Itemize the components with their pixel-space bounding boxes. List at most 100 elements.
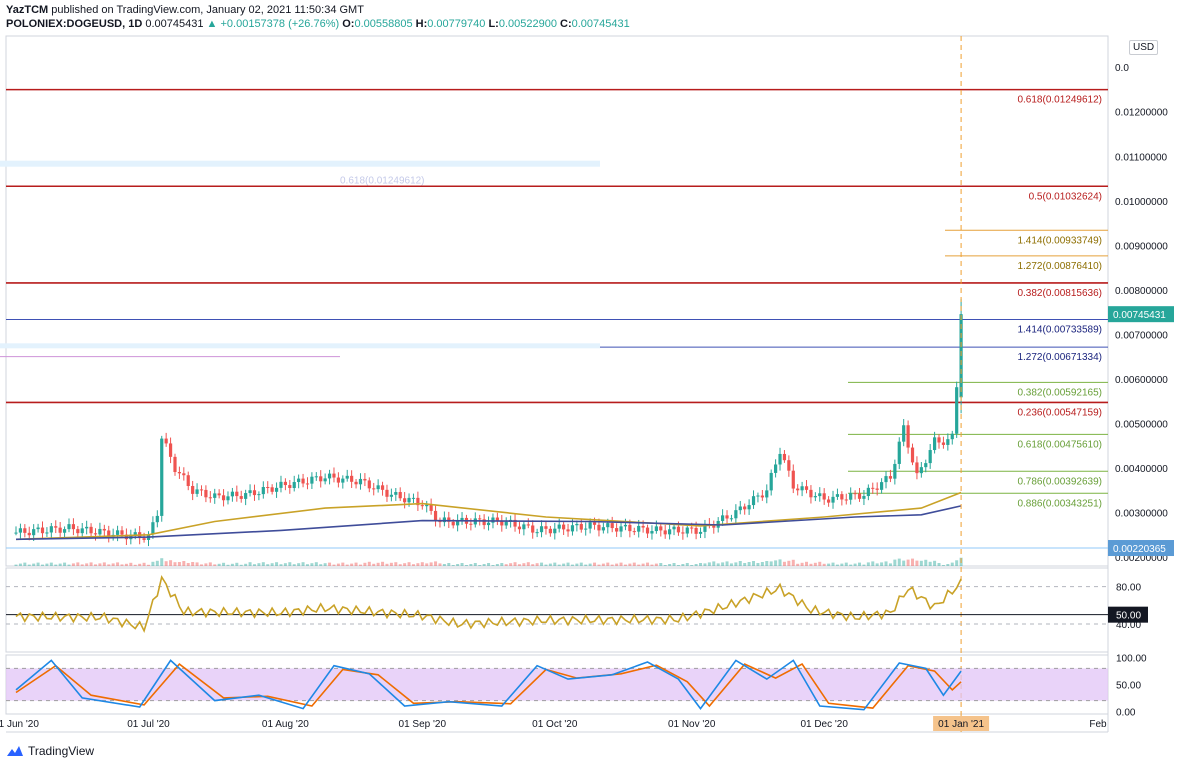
candle-body <box>221 495 226 501</box>
volume-bar <box>760 562 764 566</box>
moving-average-gold <box>15 491 962 541</box>
volume-bar <box>191 562 195 566</box>
candle-body <box>345 475 349 479</box>
brand-text: TradingView <box>28 744 95 758</box>
volume-bar <box>155 560 159 566</box>
candle-body <box>570 525 575 532</box>
candle-body <box>637 525 641 532</box>
y-tick-label: 0.00200000 <box>1115 553 1168 564</box>
x-tick-label: 01 Oct '20 <box>532 719 578 730</box>
volume-bar <box>182 561 186 566</box>
volume-bar <box>381 561 385 566</box>
volume-bar <box>124 563 128 566</box>
volume-bar <box>716 563 720 566</box>
volume-bar <box>394 562 398 566</box>
volume-bar <box>58 563 62 566</box>
x-tick-label: 01 Jul '20 <box>127 719 170 730</box>
candle-body <box>623 524 628 527</box>
volume-bar <box>133 564 137 566</box>
candle-body <box>376 485 380 490</box>
candle-body <box>398 492 402 499</box>
x-tick-label: 01 Dec '20 <box>800 719 848 730</box>
x-tick-label: 01 Aug '20 <box>262 719 309 730</box>
volume-bar <box>880 562 884 566</box>
candle-body <box>663 530 667 535</box>
volume-bar <box>725 561 729 566</box>
candle-body <box>385 489 389 497</box>
volume-bar <box>513 562 517 566</box>
volume-bar <box>875 563 879 566</box>
volume-bar <box>610 564 614 566</box>
volume-bar <box>844 562 848 566</box>
candle-body <box>283 481 287 486</box>
candle-body <box>875 488 879 490</box>
candle-body <box>23 528 27 533</box>
volume-bar <box>341 562 345 566</box>
volume-bar <box>721 562 725 566</box>
volume-bar <box>557 564 561 566</box>
volume-bar <box>297 563 301 566</box>
candle-body <box>142 538 146 540</box>
candle-body <box>305 483 310 485</box>
volume-bar <box>54 564 58 566</box>
candle-body <box>588 522 592 529</box>
candle-body <box>765 490 769 498</box>
candle-body <box>252 490 257 496</box>
volume-bar <box>275 562 279 566</box>
high-key: H: <box>415 18 428 30</box>
y-tick-label: 0.01200000 <box>1115 108 1168 119</box>
volume-bar <box>456 564 460 566</box>
candle-body <box>93 533 98 535</box>
candle-body <box>685 527 689 534</box>
volume-bar <box>637 564 641 566</box>
volume-bar <box>442 564 446 566</box>
volume-bar <box>893 559 897 566</box>
currency-badge[interactable]: USD <box>1129 40 1159 55</box>
candle-body <box>248 490 252 494</box>
volume-bar <box>425 563 429 566</box>
volume-bar <box>279 564 283 566</box>
candle-body <box>791 470 795 489</box>
candle-body <box>323 478 327 482</box>
candle-body <box>818 493 822 497</box>
volume-bar <box>40 564 44 566</box>
volume-bar <box>389 562 393 566</box>
candle-body <box>54 526 58 528</box>
candle-body <box>526 524 530 526</box>
candle-body <box>734 510 738 519</box>
y-tick-label: 0.00300000 <box>1115 509 1168 520</box>
candle-body <box>301 478 305 484</box>
volume-bar <box>566 562 570 566</box>
candle-body <box>531 525 535 533</box>
volume-bar <box>800 562 804 566</box>
volume-bar <box>778 559 782 566</box>
volume-bar <box>102 562 106 566</box>
volume-bar <box>14 564 18 566</box>
volume-bar <box>239 564 243 566</box>
volume-bar <box>328 562 332 566</box>
volume-bar <box>835 564 839 566</box>
volume-bar <box>416 563 420 566</box>
volume-bar <box>902 560 906 566</box>
volume-bar <box>937 563 941 566</box>
candle-body <box>40 527 45 534</box>
volume-bar <box>482 564 486 566</box>
volume-bar <box>676 565 680 566</box>
rsi-line <box>15 574 962 633</box>
volume-bar <box>787 560 791 566</box>
candle-body <box>743 506 747 510</box>
volume-bar <box>23 562 27 566</box>
volume-bar <box>403 563 407 566</box>
volume-bar <box>111 563 115 566</box>
volume-bar <box>213 564 217 566</box>
volume-bar <box>871 561 875 566</box>
candle-body <box>341 478 345 483</box>
volume-bar <box>248 562 252 566</box>
candle-body <box>358 478 363 485</box>
candle-body <box>641 525 645 528</box>
x-tick-label: 01 Jan '21 <box>938 719 984 730</box>
candle-body <box>332 473 336 478</box>
volume-bar <box>491 565 495 566</box>
x-tick-label: 01 Sep '20 <box>399 719 447 730</box>
